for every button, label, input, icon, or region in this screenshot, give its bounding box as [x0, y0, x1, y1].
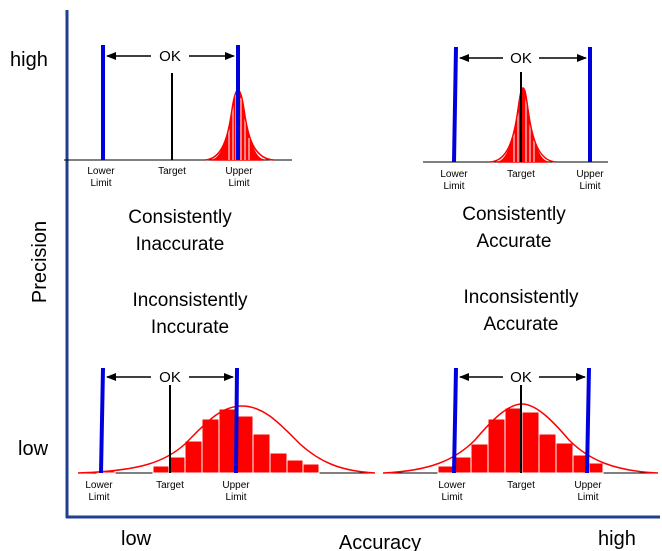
narrow-distribution: [497, 87, 549, 163]
target-label: Target: [156, 480, 184, 491]
histogram-bar: [269, 452, 288, 474]
caption-inconsistently-inaccurate-line2: Inccurate: [151, 317, 229, 338]
caption-consistently-accurate-line2: Accurate: [477, 231, 552, 252]
normal-curve: [489, 87, 557, 163]
arrowhead-right: [225, 52, 235, 60]
histogram-bar: [470, 443, 489, 474]
lower-limit-label-line2: Limit: [443, 181, 464, 192]
histogram-bar: [302, 463, 320, 474]
lower-limit-label-line1: Lower: [85, 480, 113, 491]
histogram-bar: [588, 462, 604, 474]
histogram-bar: [168, 456, 186, 474]
upper-limit-label-line1: Upper: [576, 169, 604, 180]
target-label: Target: [158, 166, 186, 177]
y-low-label: low: [18, 438, 49, 460]
target-label: Target: [507, 480, 535, 491]
arrowhead-left: [459, 54, 469, 62]
ok-label: OK: [159, 48, 181, 65]
ok-label: OK: [510, 369, 532, 386]
histogram-bar: [521, 411, 540, 474]
histogram-bar: [487, 418, 506, 474]
histogram-bar: [504, 407, 523, 474]
caption-inconsistently-inaccurate-line1: Inconsistently: [132, 290, 248, 311]
histogram-bar: [218, 408, 237, 474]
histogram-bar: [437, 465, 455, 474]
x-axis-title: Accuracy: [339, 532, 421, 551]
panel-bottom-left: OK Lower Limit Target Upper Limit: [77, 367, 376, 503]
lower-limit-line: [99, 367, 105, 474]
panel-top-left: OK Lower Limit Target Upper Limit: [64, 45, 292, 189]
panel-bottom-right: OK Lower Limit Target Upper Limit: [382, 367, 659, 503]
lower-limit-label-line1: Lower: [438, 480, 466, 491]
ok-label: OK: [159, 369, 181, 386]
upper-limit-label-line2: Limit: [577, 492, 598, 503]
upper-limit-label-line1: Upper: [574, 480, 602, 491]
histogram-bar: [184, 440, 203, 474]
ok-label: OK: [510, 50, 532, 67]
histogram-bar: [286, 459, 304, 474]
histogram-bar: [453, 456, 472, 474]
histogram-bar: [252, 433, 271, 474]
arrowhead-right: [576, 373, 586, 381]
arrowhead-right: [224, 373, 234, 381]
caption-consistently-accurate-line1: Consistently: [462, 204, 566, 225]
y-axis-title: Precision: [29, 221, 51, 303]
upper-limit-label-line1: Upper: [222, 480, 250, 491]
upper-limit-label-line2: Limit: [225, 492, 246, 503]
upper-limit-label-line2: Limit: [579, 181, 600, 192]
lower-limit-label-line2: Limit: [90, 178, 111, 189]
histogram-bar: [152, 465, 170, 474]
caption-consistently-inaccurate-line1: Consistently: [128, 207, 232, 228]
upper-limit-line: [585, 367, 591, 474]
arrowhead-right: [577, 54, 587, 62]
caption-consistently-inaccurate-line2: Inaccurate: [136, 234, 225, 255]
arrowhead-left: [106, 373, 116, 381]
upper-limit-label-line2: Limit: [228, 178, 249, 189]
y-high-label: high: [10, 49, 48, 71]
histogram-bar: [235, 415, 254, 474]
lower-limit-label-line1: Lower: [87, 166, 115, 177]
x-high-label: high: [598, 528, 636, 550]
arrowhead-left: [459, 373, 469, 381]
x-low-label: low: [121, 528, 152, 550]
lower-limit-label-line2: Limit: [88, 492, 109, 503]
histogram-bar: [555, 442, 574, 474]
upper-limit-label-line1: Upper: [225, 166, 253, 177]
target-label: Target: [507, 169, 535, 180]
lower-limit-line: [452, 46, 458, 163]
lower-limit-label-line2: Limit: [441, 492, 462, 503]
histogram-bar: [201, 418, 220, 474]
upper-limit-line: [234, 367, 239, 474]
normal-curve: [77, 405, 376, 474]
lower-limit-line: [452, 367, 458, 474]
histogram-bar: [538, 433, 557, 474]
panel-top-right: OK Lower Limit Target Upper Limit: [423, 46, 608, 192]
caption-inconsistently-accurate-line2: Accurate: [484, 314, 559, 335]
lower-limit-label-line1: Lower: [440, 169, 468, 180]
caption-inconsistently-accurate-line1: Inconsistently: [463, 287, 579, 308]
arrowhead-left: [106, 52, 116, 60]
